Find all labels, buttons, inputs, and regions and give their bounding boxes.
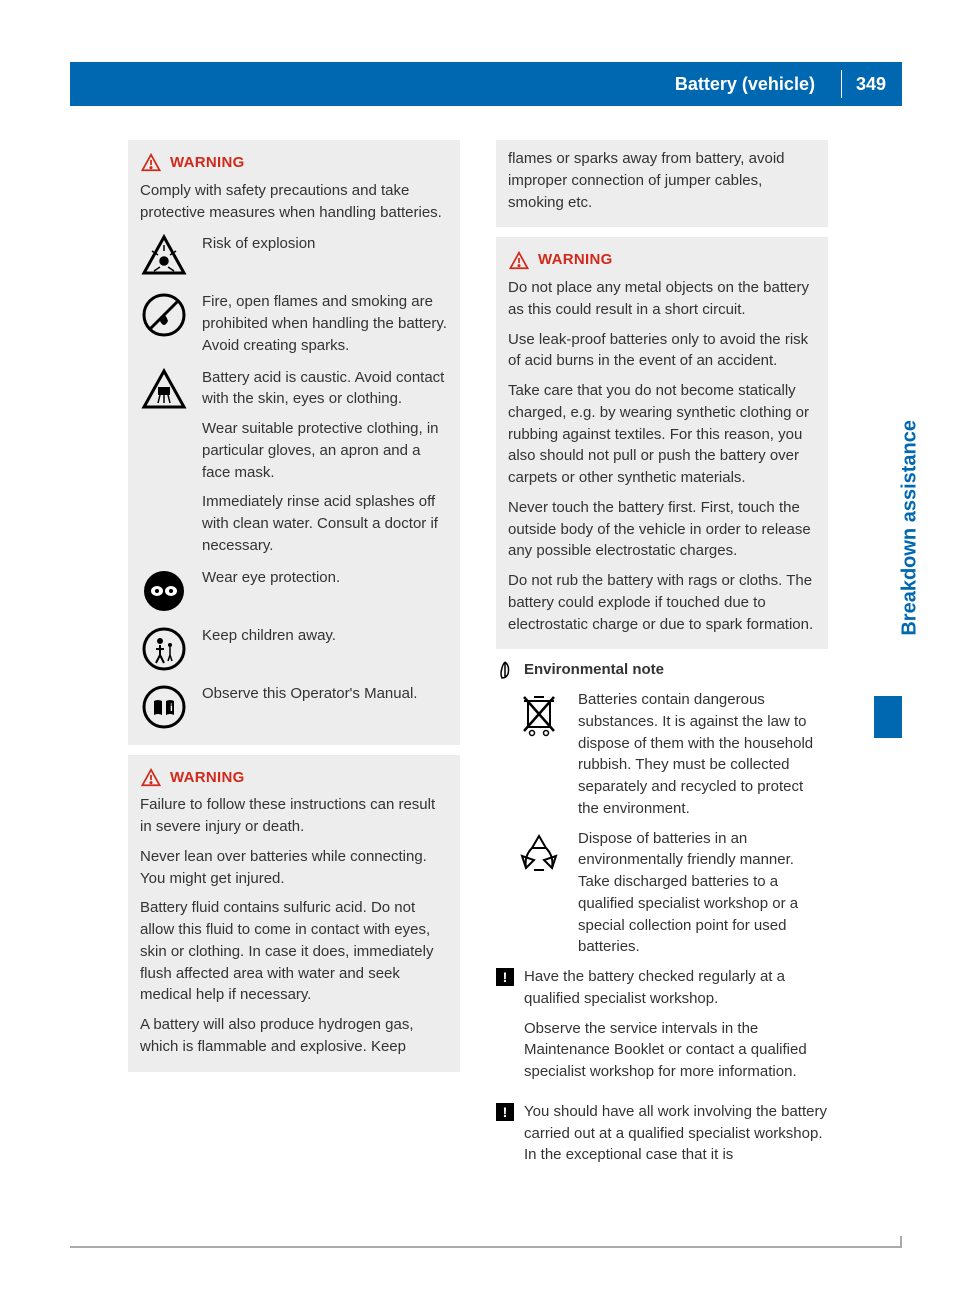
hazard-text: Risk of explosion xyxy=(202,233,448,255)
warning-triangle-icon xyxy=(140,153,162,172)
hazard-text: Battery acid is caustic. Avoid contact w… xyxy=(202,367,448,411)
eye-protection-icon xyxy=(140,567,188,615)
hazard-text: Wear eye protection. xyxy=(202,567,448,589)
note-para: Observe the service intervals in the Mai… xyxy=(524,1018,828,1083)
warning-heading: WARNING xyxy=(170,152,245,174)
important-icon: ! xyxy=(496,968,514,986)
warning-box-1: WARNING Comply with safety precautions a… xyxy=(128,140,460,745)
footer-notch xyxy=(890,1236,902,1248)
warning-para: Never lean over batteries while connecti… xyxy=(140,846,448,890)
hazard-text: Wear suitable protective clothing, in pa… xyxy=(202,418,448,483)
hazard-text: Fire, open flames and smoking are prohib… xyxy=(202,291,448,356)
hazard-text: Keep children away. xyxy=(202,625,448,647)
warning-para: flames or sparks away from battery, avoi… xyxy=(508,148,816,213)
hazard-text: Observe this Operator's Manual. xyxy=(202,683,448,705)
warning-triangle-icon xyxy=(140,768,162,787)
warning-para: Never touch the battery first. First, to… xyxy=(508,497,816,562)
manual-icon: i xyxy=(140,683,188,731)
header-divider xyxy=(841,70,842,98)
env-text: Batteries contain dangerous substances. … xyxy=(578,689,828,820)
env-heading: Environmental note xyxy=(524,659,664,681)
acid-icon xyxy=(140,367,188,415)
svg-text:i: i xyxy=(170,703,173,714)
note-para: Have the battery checked regularly at a … xyxy=(524,966,828,1010)
warning-triangle-icon xyxy=(508,251,530,270)
note-para: You should have all work involving the b… xyxy=(524,1101,828,1166)
warning-heading: WARNING xyxy=(538,249,613,271)
right-column: flames or sparks away from battery, avoi… xyxy=(496,140,828,1184)
keep-children-away-icon xyxy=(140,625,188,673)
page-header: Battery (vehicle) 349 xyxy=(70,62,902,106)
left-column: WARNING Comply with safety precautions a… xyxy=(128,140,460,1184)
warning-para: Take care that you do not become statica… xyxy=(508,380,816,489)
side-tab-label: Breakdown assistance xyxy=(896,420,925,636)
important-note: ! Have the battery checked regularly at … xyxy=(496,966,828,1091)
warning-box-2: WARNING Failure to follow these instruct… xyxy=(128,755,460,1072)
env-text: Dispose of batteries in an environmental… xyxy=(578,828,828,959)
explosion-icon xyxy=(140,233,188,281)
leaf-icon xyxy=(496,660,514,680)
important-icon: ! xyxy=(496,1103,514,1121)
footer-line xyxy=(70,1246,902,1248)
header-title: Battery (vehicle) xyxy=(675,71,815,97)
environmental-note: Environmental note Batteries contain dan… xyxy=(496,659,828,958)
warning-para: Use leak-proof batteries only to avoid t… xyxy=(508,329,816,373)
header-page-number: 349 xyxy=(856,71,886,97)
warning-box-2-cont: flames or sparks away from battery, avoi… xyxy=(496,140,828,227)
side-tab-block xyxy=(874,696,902,738)
no-bin-icon xyxy=(514,689,564,739)
recycle-icon xyxy=(514,828,564,878)
warning-para: Do not place any metal objects on the ba… xyxy=(508,277,816,321)
warning-para: Failure to follow these instructions can… xyxy=(140,794,448,838)
side-tab: Breakdown assistance xyxy=(874,420,902,720)
no-fire-icon xyxy=(140,291,188,339)
warning-para: A battery will also produce hydrogen gas… xyxy=(140,1014,448,1058)
hazard-text: Immediately rinse acid splashes off with… xyxy=(202,491,448,556)
warning-heading: WARNING xyxy=(170,767,245,789)
important-note: ! You should have all work involving the… xyxy=(496,1101,828,1174)
warning-para: Battery fluid contains sulfuric acid. Do… xyxy=(140,897,448,1006)
warning-box-3: WARNING Do not place any metal objects o… xyxy=(496,237,828,649)
warning-intro: Comply with safety precautions and take … xyxy=(140,180,448,224)
warning-para: Do not rub the battery with rags or clot… xyxy=(508,570,816,635)
